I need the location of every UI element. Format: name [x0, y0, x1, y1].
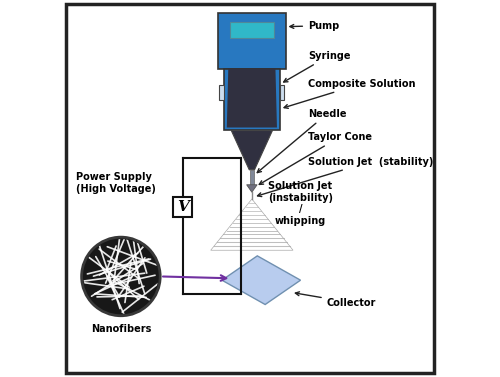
- Polygon shape: [227, 69, 277, 127]
- Bar: [230, 22, 274, 38]
- Bar: [224, 69, 280, 130]
- Bar: [218, 12, 286, 69]
- Text: Taylor Cone: Taylor Cone: [260, 132, 372, 184]
- Text: Solution Jet  (stability): Solution Jet (stability): [258, 156, 434, 196]
- Text: Nanofibers: Nanofibers: [90, 324, 151, 334]
- Bar: [173, 198, 193, 217]
- Text: Power Supply
(High Voltage): Power Supply (High Voltage): [76, 172, 156, 194]
- Text: Collector: Collector: [296, 292, 376, 308]
- Text: Solution Jet
(instability)
/
whipping: Solution Jet (instability) / whipping: [268, 181, 333, 226]
- Text: Syringe: Syringe: [284, 51, 350, 82]
- Text: V: V: [176, 200, 188, 214]
- Bar: [250, 170, 254, 185]
- Polygon shape: [222, 256, 300, 305]
- Circle shape: [82, 237, 160, 316]
- Bar: [220, 86, 224, 100]
- Text: Needle: Needle: [257, 109, 346, 173]
- Bar: [280, 86, 284, 100]
- Polygon shape: [246, 185, 257, 192]
- Text: Composite Solution: Composite Solution: [284, 79, 416, 108]
- FancyBboxPatch shape: [66, 5, 434, 372]
- Text: Pump: Pump: [290, 21, 340, 31]
- Polygon shape: [232, 130, 272, 170]
